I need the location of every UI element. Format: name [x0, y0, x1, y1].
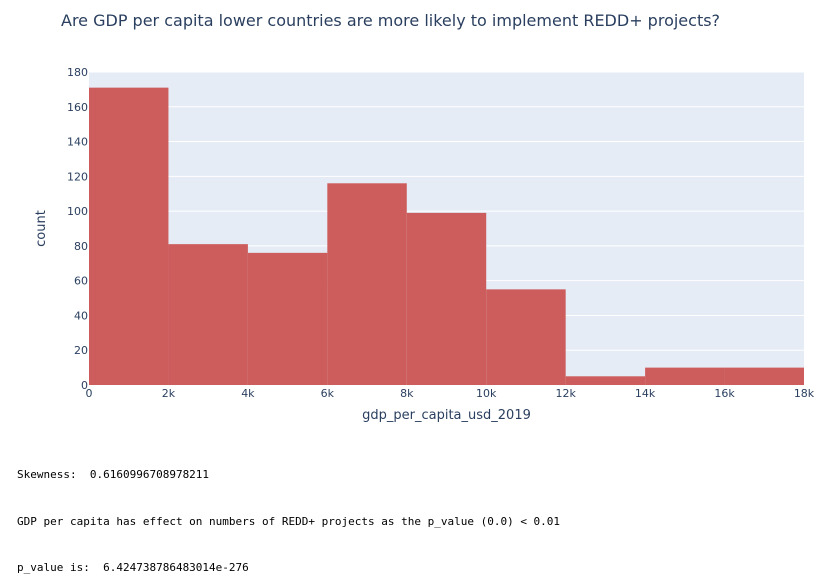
y-axis-ticks: 0 20 40 60 80 100 120 140 160 180 [67, 66, 88, 392]
histogram-bar [486, 289, 566, 385]
effect-text: GDP per capita has effect on numbers of … [17, 515, 561, 528]
histogram-bar [645, 367, 725, 385]
x-tick-label: 14k [635, 387, 656, 400]
x-axis-ticks: 0 2k 4k 6k 8k 10k 12k 14k 16k 18k [86, 387, 815, 400]
histogram-chart: 0 20 40 60 80 100 120 140 160 180 0 2k 4k 6k 8k 10k 12k… [34, 66, 815, 423]
y-tick-label: 160 [67, 101, 88, 114]
y-tick-label: 120 [67, 170, 88, 183]
y-tick-label: 20 [74, 344, 88, 357]
x-tick-label: 6k [321, 387, 335, 400]
y-tick-label: 140 [67, 136, 88, 149]
y-axis-title: count [34, 210, 49, 247]
histogram-bar [247, 252, 328, 385]
x-tick-label: 2k [162, 387, 176, 400]
x-axis-title: gdp_per_capita_usd_2019 [362, 408, 531, 423]
x-tick-label: 18k [794, 387, 815, 400]
y-tick-label: 80 [74, 240, 88, 253]
histogram-bar [327, 183, 407, 385]
y-tick-label: 100 [67, 205, 88, 218]
bars [89, 87, 804, 386]
chart-title: Are GDP per capita lower countries are m… [61, 11, 721, 30]
histogram-bar [168, 244, 248, 385]
x-tick-label: 10k [476, 387, 497, 400]
x-tick-label: 16k [714, 387, 735, 400]
x-tick-label: 0 [86, 387, 93, 400]
p-value-text: p_value is: 6.424738786483014e-276 [17, 561, 249, 574]
histogram-bar [406, 212, 487, 385]
y-tick-label: 180 [67, 66, 88, 79]
y-tick-label: 40 [74, 309, 88, 322]
x-tick-label: 8k [400, 387, 414, 400]
histogram-bar [724, 367, 804, 385]
x-tick-label: 12k [555, 387, 576, 400]
y-tick-label: 0 [81, 379, 88, 392]
skewness-text: Skewness: 0.6160996708978211 [17, 468, 210, 481]
histogram-bar [565, 376, 646, 385]
x-tick-label: 4k [241, 387, 255, 400]
y-tick-label: 60 [74, 275, 88, 288]
histogram-bar [89, 87, 169, 386]
